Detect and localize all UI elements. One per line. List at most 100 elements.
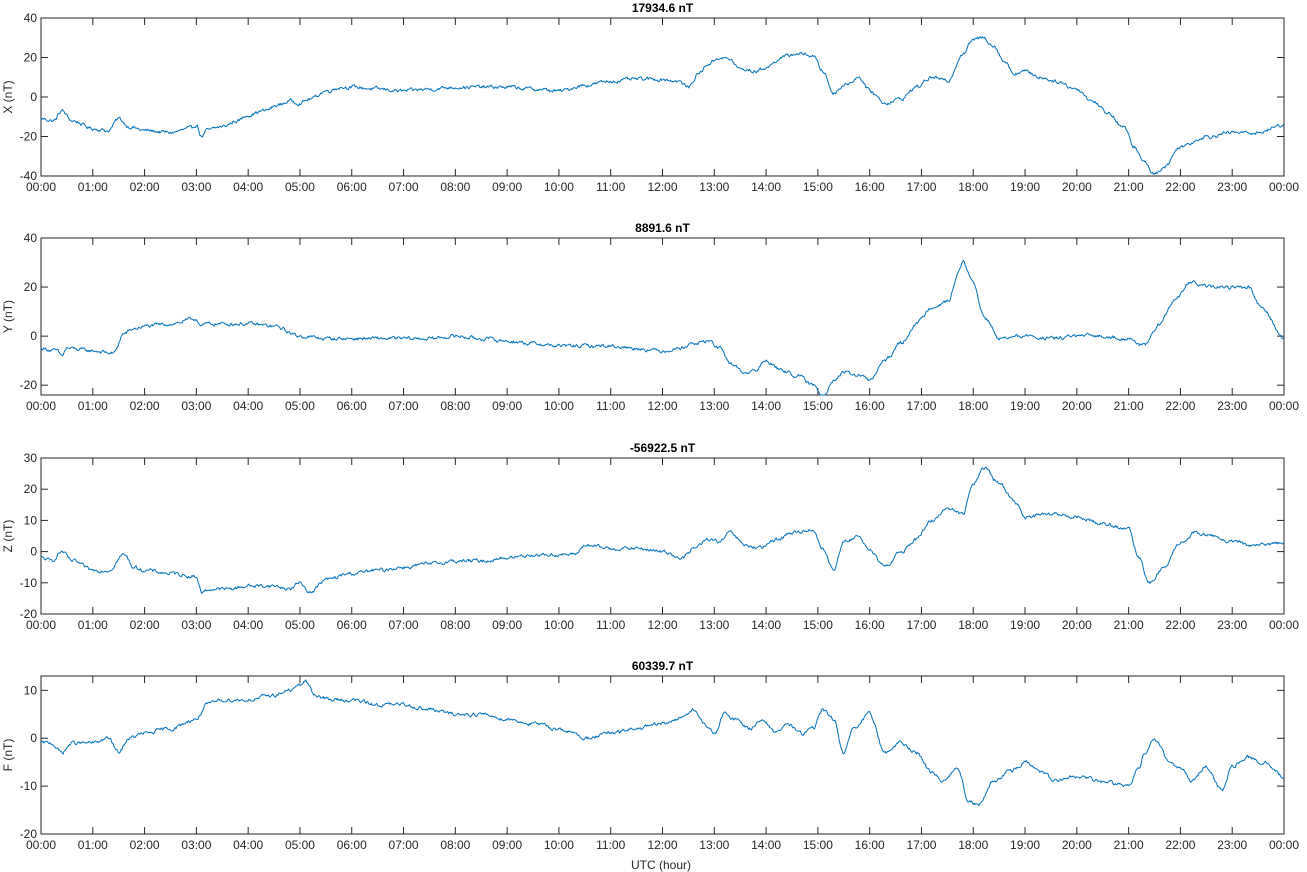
x-tick-label: 01:00 (78, 838, 108, 852)
panel-1: 00:00 01:00 02:00 03:00 04:00 05:00 06:00 07:00… (1, 1, 1299, 194)
y-tick-label: -20 (20, 607, 38, 621)
x-tick-label: 16:00 (855, 618, 885, 632)
x-tick-label: 03:00 (181, 399, 211, 413)
plot-frame (40, 17, 1285, 177)
x-tick-label: 12:00 (647, 618, 677, 632)
x-tick-label: 08:00 (440, 399, 470, 413)
panel-title: -56922.5 nT (630, 441, 696, 455)
x-tick-label: 07:00 (389, 180, 419, 194)
x-tick-label: 22:00 (1165, 180, 1195, 194)
x-tick-label: 02:00 (130, 838, 160, 852)
x-tick-label: 06:00 (337, 838, 367, 852)
x-tick-label: 07:00 (389, 838, 419, 852)
x-tick-label: 01:00 (78, 180, 108, 194)
x-tick-label: 00:00 (1269, 180, 1299, 194)
y-axis-label: Y (nT) (1, 300, 15, 333)
y-tick-label: 0 (30, 329, 37, 343)
x-tick-label: 15:00 (803, 180, 833, 194)
x-tick-label: 22:00 (1165, 838, 1195, 852)
x-tick-label: 12:00 (647, 180, 677, 194)
x-tick-label: 15:00 (803, 399, 833, 413)
x-tick-label: 00:00 (26, 838, 56, 852)
x-tick-label: 14:00 (751, 180, 781, 194)
x-tick-label: 14:00 (751, 838, 781, 852)
x-tick-label: 10:00 (544, 399, 574, 413)
plot-frame (40, 237, 1285, 396)
panel-title: 8891.6 nT (635, 221, 690, 235)
x-tick-label: 19:00 (1010, 838, 1040, 852)
y-tick-label: 0 (30, 731, 37, 745)
panel-3: 00:00 01:00 02:00 03:00 04:00 05:00 06:00 07:00… (1, 441, 1299, 632)
series-line (40, 679, 1285, 807)
panel-4: 00:00 01:00 02:00 03:00 04:00 05:00 06:00 07:00… (1, 659, 1299, 852)
x-tick-label: 11:00 (596, 180, 625, 194)
y-tick-label: -10 (20, 576, 38, 590)
x-tick-label: 00:00 (26, 618, 56, 632)
y-tick-label: 40 (24, 11, 38, 25)
x-tick-label: 20:00 (1062, 399, 1092, 413)
x-tick-label: 20:00 (1062, 618, 1092, 632)
x-tick-label: 12:00 (647, 399, 677, 413)
x-tick-label: 16:00 (855, 399, 885, 413)
panel-2: 00:00 01:00 02:00 03:00 04:00 05:00 06:00 07:00… (1, 221, 1299, 413)
x-tick-label: 07:00 (389, 399, 419, 413)
x-tick-label: 14:00 (751, 399, 781, 413)
x-tick-label: 13:00 (699, 618, 729, 632)
x-tick-label: 15:00 (803, 618, 833, 632)
series-line (40, 36, 1285, 175)
x-tick-label: 05:00 (285, 838, 315, 852)
y-tick-label: 40 (24, 231, 38, 245)
x-tick-label: 22:00 (1165, 399, 1195, 413)
x-tick-label: 22:00 (1165, 618, 1195, 632)
x-tick-label: 10:00 (544, 838, 574, 852)
x-tick-label: 04:00 (233, 838, 263, 852)
y-tick-label: 10 (24, 513, 38, 527)
x-tick-label: 13:00 (699, 399, 729, 413)
x-tick-label: 00:00 (1269, 618, 1299, 632)
x-tick-label: 08:00 (440, 838, 470, 852)
y-axis-label: F (nT) (1, 739, 15, 772)
y-tick-label: 20 (24, 51, 38, 65)
x-tick-label: 17:00 (906, 399, 936, 413)
x-tick-label: 19:00 (1010, 618, 1040, 632)
y-axis-label: X (nT) (1, 80, 15, 113)
x-tick-label: 00:00 (1269, 838, 1299, 852)
x-tick-label: 21:00 (1114, 180, 1144, 194)
x-tick-label: 09:00 (492, 180, 522, 194)
x-tick-label: 18:00 (958, 399, 988, 413)
x-tick-label: 11:00 (596, 399, 625, 413)
x-tick-label: 01:00 (78, 618, 108, 632)
x-tick-label: 21:00 (1114, 838, 1144, 852)
x-tick-label: 17:00 (906, 180, 936, 194)
x-tick-label: 16:00 (855, 180, 885, 194)
x-tick-label: 09:00 (492, 838, 522, 852)
x-tick-label: 13:00 (699, 838, 729, 852)
series-line (40, 259, 1285, 396)
x-tick-label: 03:00 (181, 838, 211, 852)
x-tick-label: 15:00 (803, 838, 833, 852)
x-tick-label: 23:00 (1217, 399, 1247, 413)
x-tick-label: 04:00 (233, 399, 263, 413)
x-tick-label: 06:00 (337, 618, 367, 632)
x-tick-label: 02:00 (130, 618, 160, 632)
y-tick-label: -20 (20, 827, 38, 841)
x-tick-label: 00:00 (1269, 399, 1299, 413)
y-tick-label: 0 (30, 90, 37, 104)
panel-title: 17934.6 nT (632, 1, 694, 15)
x-tick-label: 09:00 (492, 618, 522, 632)
x-axis-label: UTC (hour) (631, 858, 691, 872)
panel-title: 60339.7 nT (632, 659, 694, 673)
y-tick-label: -20 (20, 378, 38, 392)
y-tick-label: 20 (24, 280, 38, 294)
y-tick-label: -10 (20, 779, 38, 793)
x-tick-label: 00:00 (26, 399, 56, 413)
x-tick-label: 16:00 (855, 838, 885, 852)
x-tick-label: 23:00 (1217, 180, 1247, 194)
x-tick-label: 17:00 (906, 838, 936, 852)
x-tick-label: 03:00 (181, 618, 211, 632)
y-tick-label: -20 (20, 130, 38, 144)
x-tick-label: 19:00 (1010, 180, 1040, 194)
x-tick-label: 12:00 (647, 838, 677, 852)
x-tick-label: 19:00 (1010, 399, 1040, 413)
